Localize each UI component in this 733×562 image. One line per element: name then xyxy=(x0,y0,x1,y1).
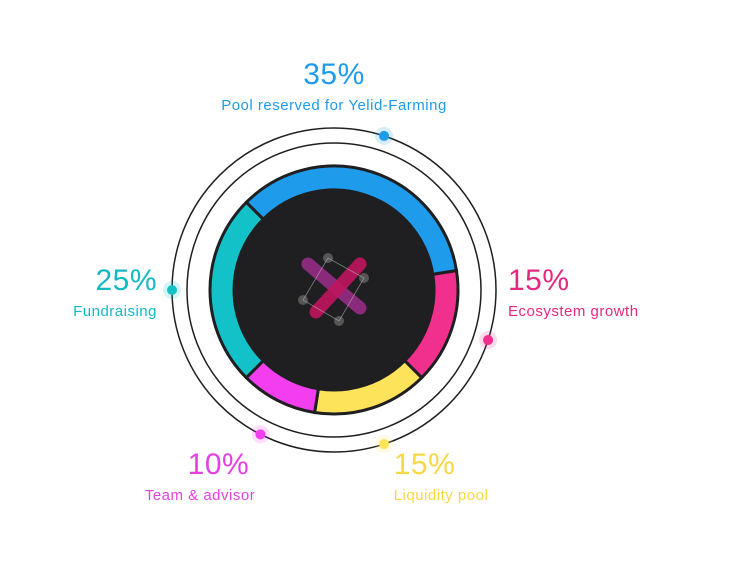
ecosystem-growth-name: Ecosystem growth xyxy=(508,303,639,320)
dot-pool-reserved-for-yelid-farming xyxy=(379,130,390,141)
label-fundraising: 25% Fundraising xyxy=(73,266,157,321)
liquidity-pool-name: Liquidity pool xyxy=(393,487,489,504)
yield-farming-name: Pool reserved for Yelid-Farming xyxy=(221,97,447,114)
team-advisor-name: Team & advisor xyxy=(144,487,256,504)
label-yield-farming: 35% Pool reserved for Yelid-Farming xyxy=(221,60,447,115)
dot-liquidity-pool xyxy=(379,439,390,450)
dot-ecosystem-growth xyxy=(483,335,494,346)
dot-team-advisor xyxy=(255,429,266,440)
fundraising-name: Fundraising xyxy=(73,303,157,320)
fundraising-percent: 25% xyxy=(95,264,157,297)
ecosystem-growth-percent: 15% xyxy=(508,264,570,297)
team-advisor-percent: 10% xyxy=(187,448,250,481)
label-ecosystem-growth: 15% Ecosystem growth xyxy=(508,266,639,321)
label-liquidity-pool: 15% Liquidity pool xyxy=(394,450,489,505)
center-logo-icon xyxy=(298,253,369,326)
slice-marker-dots xyxy=(163,126,498,454)
label-team-advisor: 10% Team & advisor xyxy=(145,450,255,505)
inner-ring xyxy=(186,142,482,438)
liquidity-pool-percent: 15% xyxy=(393,448,456,481)
dot-fundraising xyxy=(167,285,177,295)
yield-farming-percent: 35% xyxy=(303,58,365,91)
